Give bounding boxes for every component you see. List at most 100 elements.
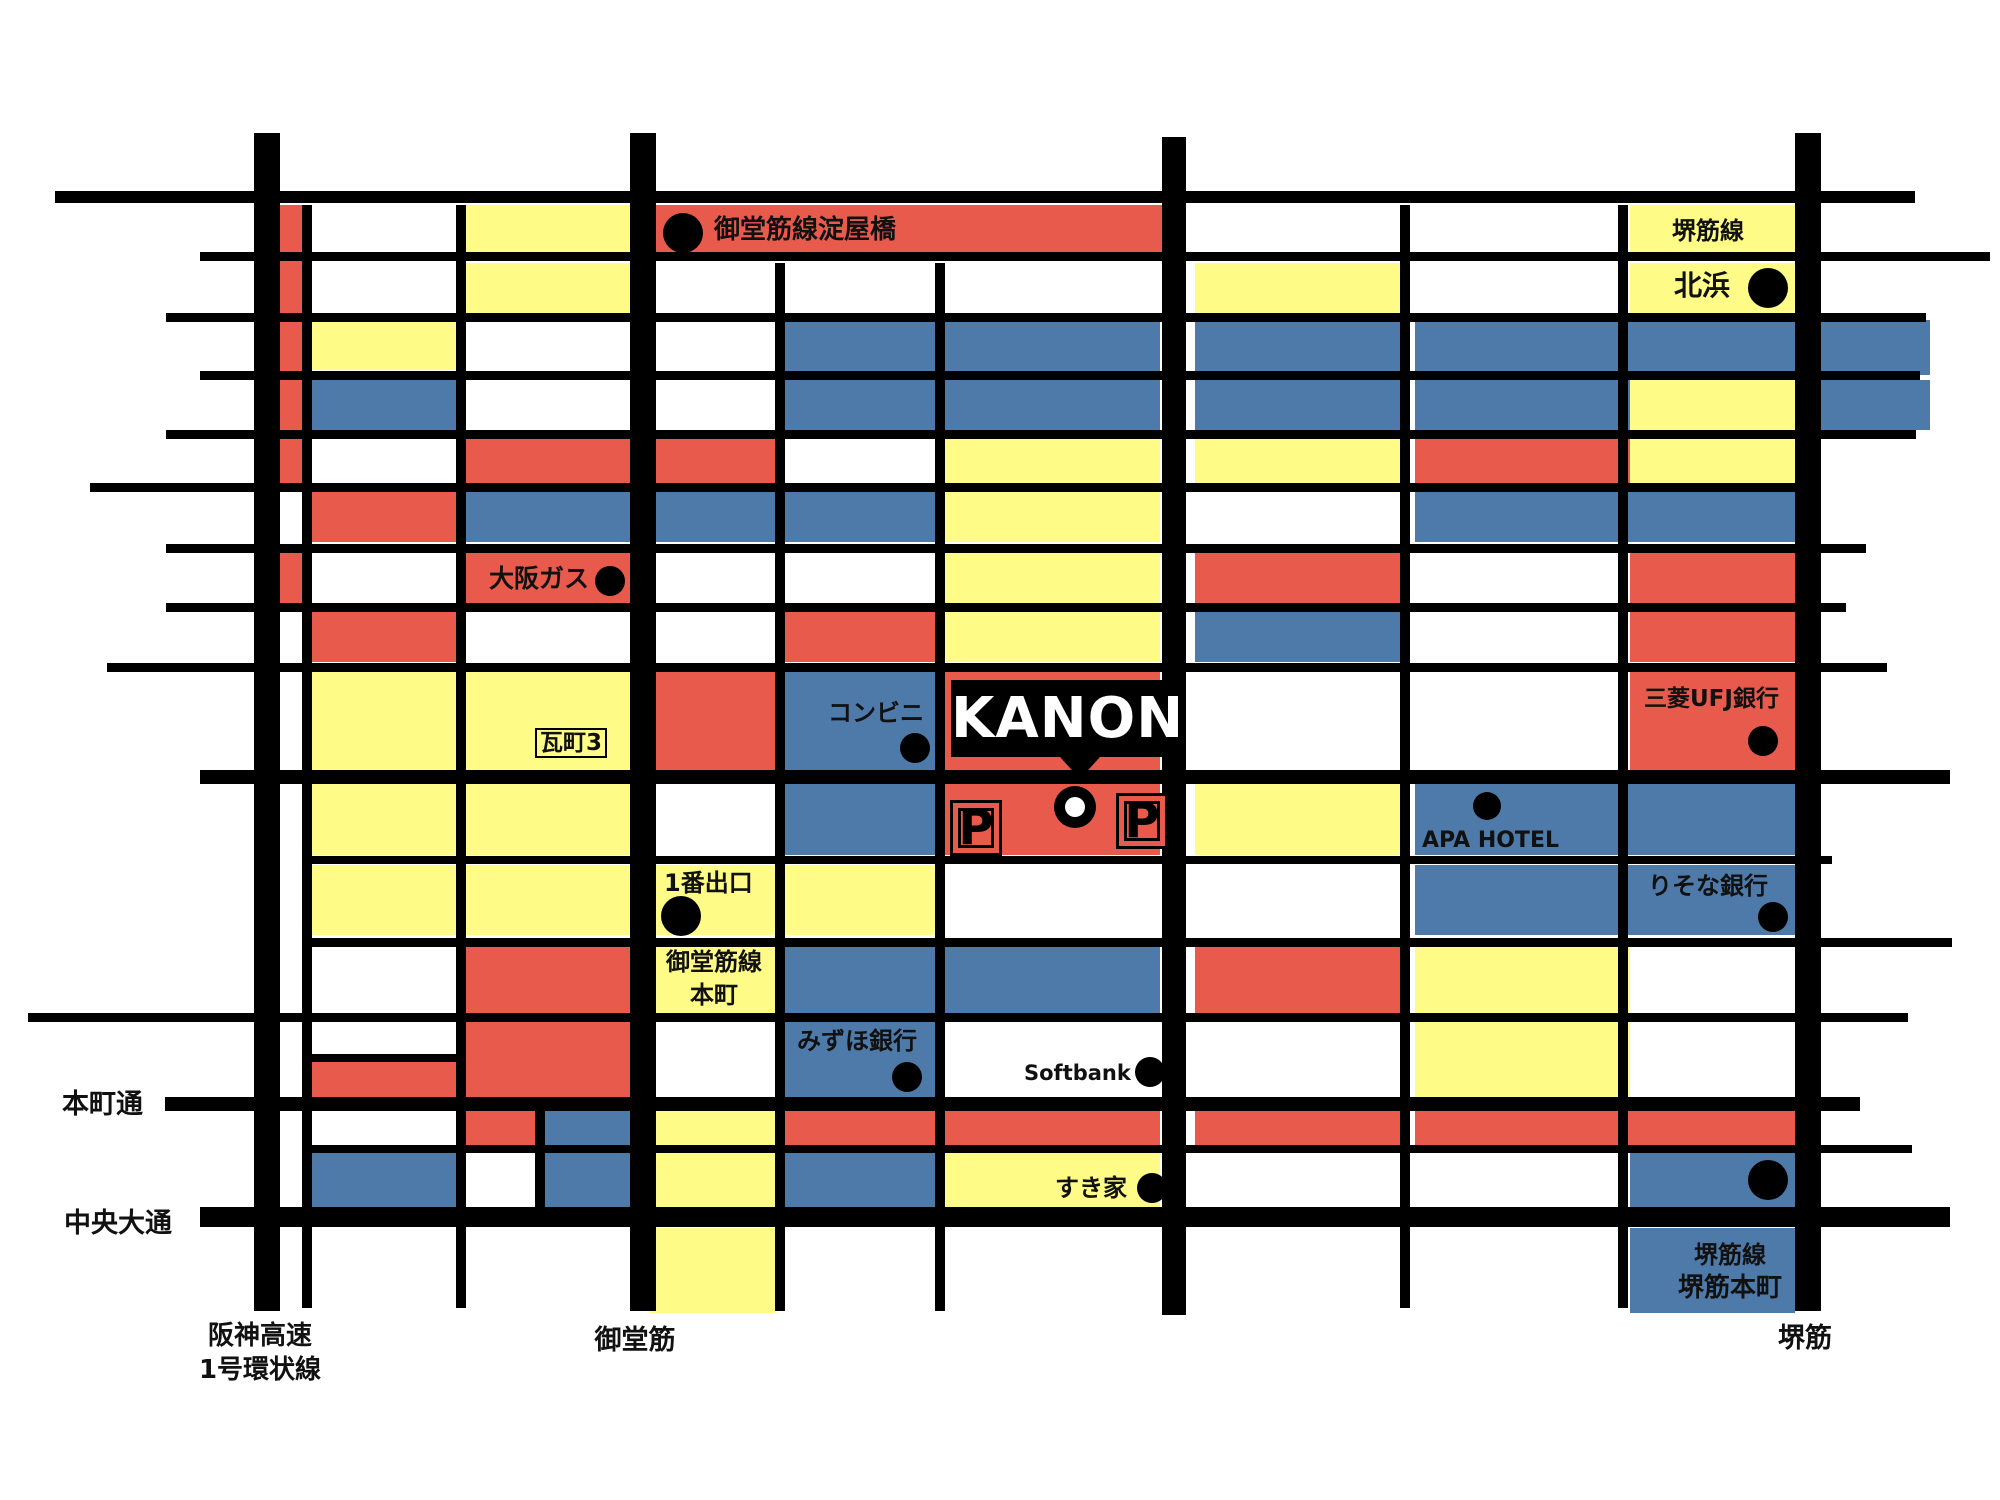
parking-icon-right-letter: P: [1119, 796, 1165, 846]
mizuho-marker: [892, 1062, 922, 1092]
city-block-77: [1195, 1110, 1400, 1145]
city-block-10: [1195, 320, 1400, 375]
parking-icon-right: P: [1116, 793, 1168, 849]
street-vertical-6: [935, 263, 945, 1311]
kanon-destination-label: KANON: [951, 680, 1183, 757]
city-block-76: [945, 1110, 1160, 1145]
city-block-4: [1630, 205, 1795, 255]
osaka-gas-marker: [595, 566, 625, 596]
city-block-39: [780, 612, 935, 662]
sakaisuji-label: 堺筋: [1778, 1323, 1832, 1354]
city-block-11: [1415, 320, 1630, 375]
city-block-43: [312, 670, 457, 770]
city-block-28: [650, 490, 775, 542]
city-block-25: [1630, 435, 1795, 485]
mufg-marker: [1748, 726, 1778, 756]
city-block-7: [465, 263, 630, 313]
city-block-54: [1415, 780, 1630, 855]
city-block-19: [1805, 380, 1930, 430]
city-block-83: [780, 1152, 935, 1207]
softbank-label: Softbank: [1024, 1061, 1131, 1085]
city-block-40: [945, 612, 1160, 662]
sakaisuji-hommachi-marker: [1748, 1160, 1788, 1200]
city-block-17: [1415, 380, 1630, 430]
city-block-44: [465, 670, 630, 770]
hommachi-dori-label: 本町通: [62, 1089, 143, 1120]
kanon-pointer-icon: [1060, 757, 1100, 779]
city-block-35: [945, 548, 1160, 603]
mizuho-label: みずほ銀行: [797, 1027, 917, 1055]
city-block-57: [465, 865, 630, 935]
street-horizontal-14: [312, 1054, 457, 1062]
city-block-9: [780, 320, 1160, 375]
street-vertical-8: [1400, 205, 1410, 1308]
city-block-1: [280, 205, 305, 485]
city-block-22: [945, 435, 1160, 485]
city-block-74: [650, 1110, 775, 1145]
city-block-13: [1805, 320, 1930, 375]
mufg-label: 三菱UFJ銀行: [1644, 686, 1779, 712]
yodoyabashi-station-marker: [663, 213, 703, 253]
city-block-26: [312, 490, 457, 542]
exit1-marker: [661, 896, 701, 936]
apa-hotel-label: APA HOTEL: [1422, 828, 1559, 853]
hanshin-expressway-label-2: 1号環状線: [198, 1355, 322, 1385]
city-block-49: [312, 780, 457, 855]
kitahama-station-marker: [1748, 268, 1788, 308]
city-block-78: [1415, 1110, 1630, 1145]
midosuji-hommachi-label-line: 御堂筋線: [666, 948, 762, 976]
city-block-66: [1195, 945, 1400, 1015]
street-horizontal-5: [166, 430, 1916, 439]
city-block-67: [1415, 945, 1630, 1015]
city-block-50: [465, 780, 630, 855]
street-vertical-11: [535, 1110, 545, 1207]
hanshin-expressway-label-1: 阪神高速: [207, 1321, 312, 1351]
street-vertical-3: [456, 205, 466, 1308]
resona-label: りそな銀行: [1648, 872, 1768, 900]
city-block-75: [780, 1110, 935, 1145]
exit1-label: 1番出口: [664, 869, 753, 897]
konbini-marker: [900, 733, 930, 763]
city-block-69: [312, 1060, 457, 1097]
street-horizontal-15: [165, 1097, 1860, 1111]
city-block-37: [1630, 548, 1795, 603]
city-block-29: [780, 490, 935, 542]
city-block-27: [465, 490, 630, 542]
yodoyabashi-station-label: 御堂筋線淀屋橋: [714, 215, 897, 245]
city-block-31: [1415, 490, 1630, 542]
city-block-15: [780, 380, 1160, 430]
city-block-18: [1630, 380, 1795, 430]
street-vertical-2: [302, 205, 312, 1308]
street-vertical-7: [1162, 137, 1186, 1315]
kanon-location-pin-icon: [1054, 786, 1096, 828]
midosuji-hommachi-label-station: 本町: [690, 981, 738, 1009]
city-block-65: [945, 945, 1160, 1015]
city-block-33: [280, 548, 305, 608]
city-block-45: [650, 670, 775, 770]
street-horizontal-13: [28, 1013, 1908, 1022]
street-horizontal-1: [55, 191, 1915, 203]
city-block-3: [650, 205, 1180, 255]
city-block-30: [945, 490, 1160, 542]
street-horizontal-3: [166, 313, 1926, 322]
city-block-12: [1630, 320, 1795, 375]
city-block-81: [545, 1152, 630, 1207]
city-block-56: [312, 865, 457, 935]
city-block-84: [945, 1152, 1160, 1207]
midosuji-label: 御堂筋: [594, 1325, 676, 1356]
chuo-odori-label: 中央大通: [64, 1208, 172, 1239]
city-block-20: [465, 435, 630, 485]
city-block-86: [650, 1228, 775, 1313]
city-block-8: [312, 320, 457, 370]
city-block-63: [650, 945, 775, 1015]
kitahama-station-label: 北浜: [1674, 269, 1731, 302]
kawaramachi3-label: 瓦町3: [535, 728, 608, 759]
city-block-62: [465, 945, 630, 1015]
street-vertical-5: [775, 263, 785, 1311]
city-block-82: [650, 1152, 775, 1207]
city-block-32: [1630, 490, 1795, 542]
city-block-53: [1195, 780, 1400, 855]
city-block-24: [1415, 435, 1630, 485]
street-horizontal-4: [200, 371, 1920, 380]
street-vertical-10: [1795, 133, 1821, 1311]
